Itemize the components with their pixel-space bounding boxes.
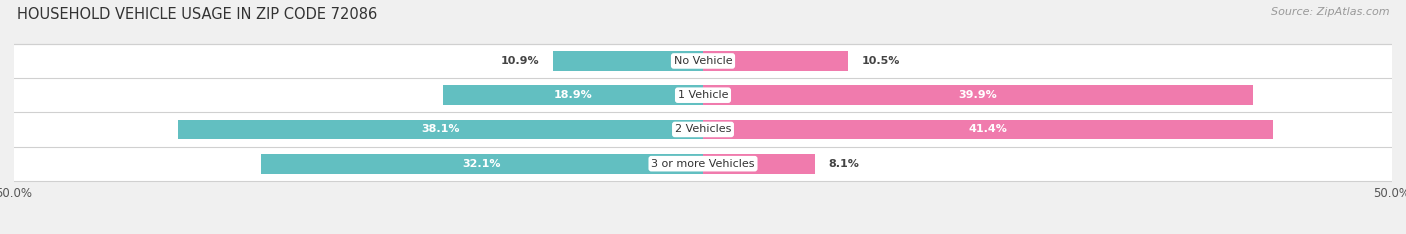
Bar — [14, 44, 1392, 78]
Text: Source: ZipAtlas.com: Source: ZipAtlas.com — [1271, 7, 1389, 17]
Text: 18.9%: 18.9% — [554, 90, 592, 100]
Text: 39.9%: 39.9% — [959, 90, 997, 100]
Text: 2 Vehicles: 2 Vehicles — [675, 124, 731, 135]
Bar — [14, 78, 1392, 112]
Bar — [703, 120, 1274, 139]
Text: 38.1%: 38.1% — [422, 124, 460, 135]
Text: 10.9%: 10.9% — [501, 56, 538, 66]
Bar — [260, 154, 703, 174]
Text: 32.1%: 32.1% — [463, 159, 501, 169]
Bar — [443, 85, 703, 105]
Bar — [703, 51, 848, 71]
Bar — [14, 112, 1392, 146]
Text: 10.5%: 10.5% — [862, 56, 900, 66]
Bar — [14, 146, 1392, 181]
Text: 41.4%: 41.4% — [969, 124, 1008, 135]
Bar — [703, 85, 1253, 105]
Text: No Vehicle: No Vehicle — [673, 56, 733, 66]
Bar — [179, 120, 703, 139]
Text: 8.1%: 8.1% — [828, 159, 859, 169]
Bar — [703, 154, 814, 174]
Bar — [553, 51, 703, 71]
Text: HOUSEHOLD VEHICLE USAGE IN ZIP CODE 72086: HOUSEHOLD VEHICLE USAGE IN ZIP CODE 7208… — [17, 7, 377, 22]
Text: 1 Vehicle: 1 Vehicle — [678, 90, 728, 100]
Text: 3 or more Vehicles: 3 or more Vehicles — [651, 159, 755, 169]
